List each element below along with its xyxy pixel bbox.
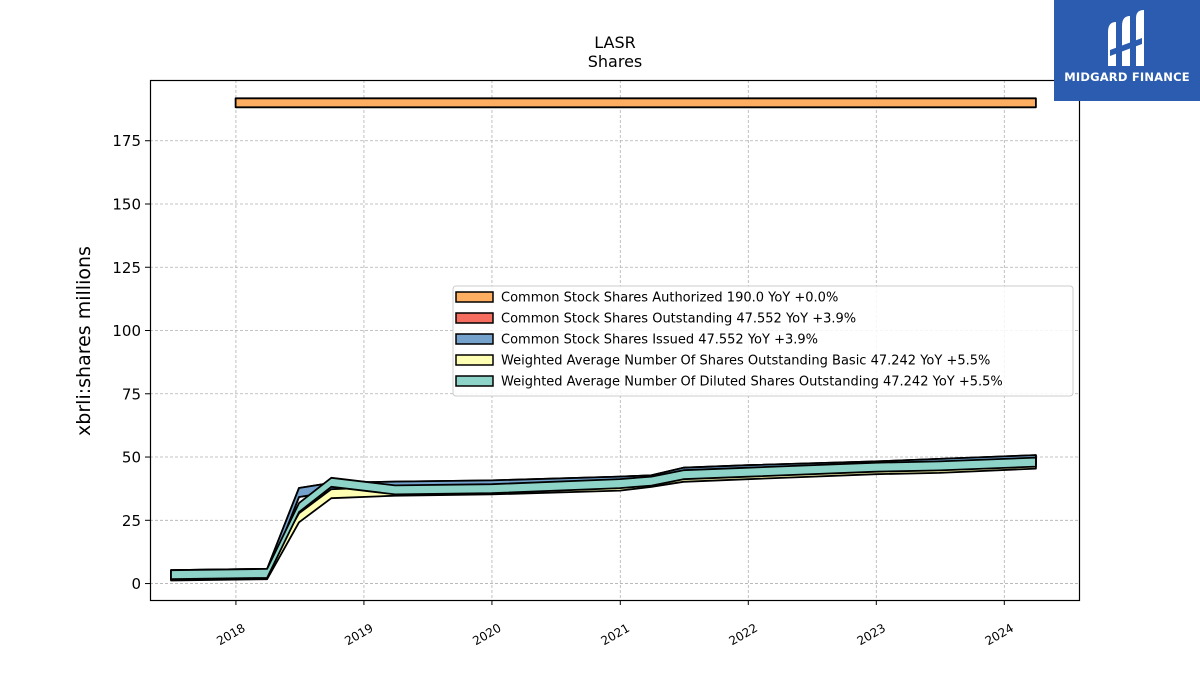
x-tick-label: 2024: [983, 621, 1016, 648]
y-tick-label: 0: [131, 575, 141, 593]
chart-subtitle: Shares: [588, 52, 643, 71]
y-tick-label: 150: [112, 195, 141, 213]
x-tick-label: 2020: [470, 621, 503, 648]
chart-title: LASR: [594, 33, 636, 52]
series-layer: [170, 97, 1037, 582]
series-common-stock-shares-authorized: [234, 97, 1037, 109]
brand-mark-icon: [1108, 10, 1144, 66]
y-axis-label: xbrli:shares millions: [73, 246, 95, 436]
legend-swatch: [455, 333, 494, 345]
y-tick-label: 25: [122, 512, 141, 530]
x-tick-label: 2019: [342, 621, 375, 648]
y-tick-label: 75: [122, 385, 141, 403]
x-tick-label: 2018: [214, 621, 247, 648]
legend-swatch: [455, 312, 494, 324]
y-tick-label: 175: [112, 132, 141, 150]
y-tick-label: 125: [112, 259, 141, 277]
plot-frame: [149, 79, 1081, 602]
legend-swatch: [455, 375, 494, 387]
x-tick-label: 2023: [855, 621, 888, 648]
legend-box: [452, 285, 1074, 397]
series-weighted-average-number-of-diluted-shares-outstanding: [170, 456, 1037, 581]
x-tick-label: 2022: [727, 621, 760, 648]
legend-swatch: [455, 354, 494, 366]
y-ticks: 0 25 50 75 100 125 150 175: [112, 132, 150, 593]
legend: Common Stock Shares Authorized 190.0 YoY…: [452, 285, 1074, 397]
legend-label: Common Stock Shares Outstanding 47.552 Y…: [501, 312, 856, 327]
legend-label: Weighted Average Number Of Diluted Share…: [501, 375, 1003, 390]
brand-name: MIDGARD FINANCE: [1064, 70, 1190, 84]
legend-label: Common Stock Shares Authorized 190.0 YoY…: [501, 291, 838, 306]
legend-label: Common Stock Shares Issued 47.552 YoY +3…: [501, 333, 818, 348]
brand-logo: MIDGARD FINANCE: [1054, 0, 1200, 101]
legend-label: Weighted Average Number Of Shares Outsta…: [501, 354, 990, 369]
x-tick-label: 2021: [599, 621, 632, 648]
y-tick-label: 50: [122, 449, 141, 467]
y-tick-label: 100: [112, 322, 141, 340]
x-ticks: 2018 2019 2020 2021 2022 2023 2024: [214, 600, 1016, 648]
legend-swatch: [455, 291, 494, 303]
